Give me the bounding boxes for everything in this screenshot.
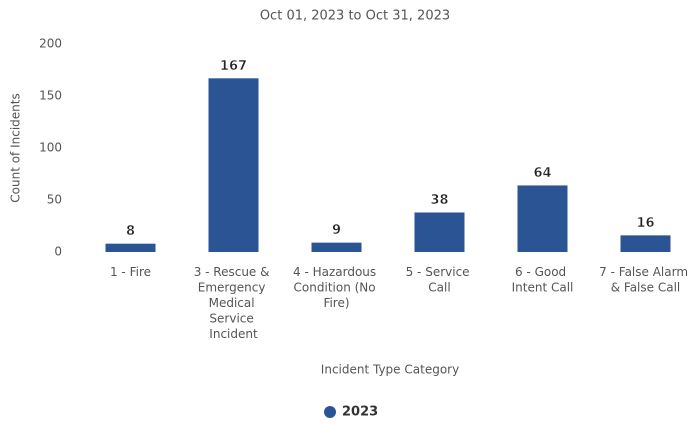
y-tick-label: 200 [39,37,62,51]
bar [208,78,259,252]
x-tick-label: 6 - Good Intent Call [512,265,574,295]
chart-title: Oct 01, 2023 to Oct 31, 2023 [260,9,450,24]
data-label: 8 [126,224,135,239]
x-axis-title: Incident Type Category [321,363,459,377]
x-tick-label: 1 - Fire [110,265,151,279]
bar [311,242,362,252]
x-tick-label: 5 - Service Call [406,265,474,295]
data-label: 64 [533,166,551,181]
data-label: 9 [332,223,341,238]
data-label: 38 [430,193,448,208]
y-axis-title: Count of Incidents [9,93,23,202]
legend-label: 2023 [342,405,378,420]
bar [517,185,568,252]
bar [414,212,465,252]
legend-marker [324,406,336,418]
x-tick-label: 7 - False Alarm & False Call [599,265,692,295]
y-tick-label: 150 [39,89,62,103]
bar [620,235,671,252]
y-tick-label: 100 [39,141,62,155]
x-tick-label: 4 - Hazardous Condition (No Fire) [293,265,380,310]
y-tick-label: 0 [54,245,62,259]
bar [105,243,156,252]
data-label: 16 [636,216,654,231]
y-tick-label: 50 [47,193,62,207]
x-tick-label: 3 - Rescue & Emergency Medical Service I… [194,265,274,341]
data-label: 167 [220,59,247,74]
